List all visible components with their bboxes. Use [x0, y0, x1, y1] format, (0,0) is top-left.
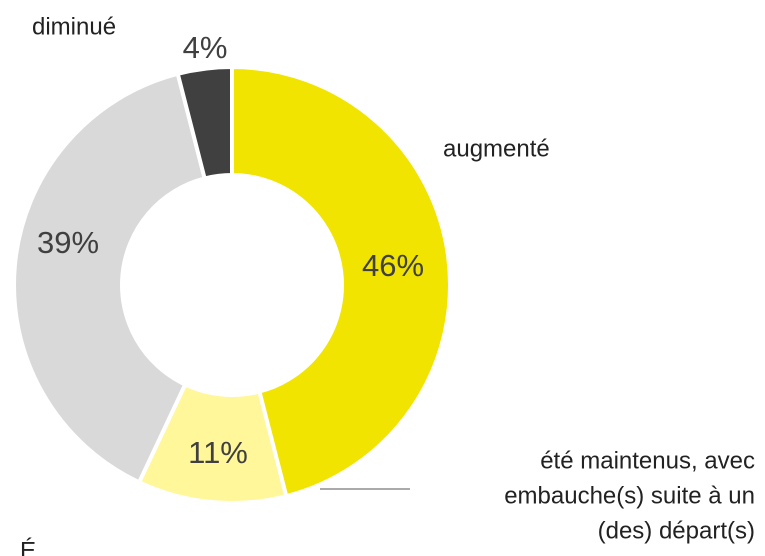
category-label: (des) départ(s) — [598, 517, 755, 544]
category-label: É — [20, 537, 36, 556]
category-label: été maintenus, avec — [540, 447, 755, 474]
donut-segment — [175, 64, 234, 181]
category-label: diminué — [32, 13, 116, 40]
value-label: 4% — [183, 30, 228, 65]
donut-segment — [230, 64, 452, 499]
category-label: embauche(s) suite à un — [504, 482, 755, 509]
value-label: 46% — [362, 248, 424, 283]
value-label: 39% — [37, 225, 99, 260]
donut-segment — [12, 71, 208, 485]
category-label: augmenté — [443, 135, 550, 162]
value-label: 11% — [188, 435, 248, 470]
